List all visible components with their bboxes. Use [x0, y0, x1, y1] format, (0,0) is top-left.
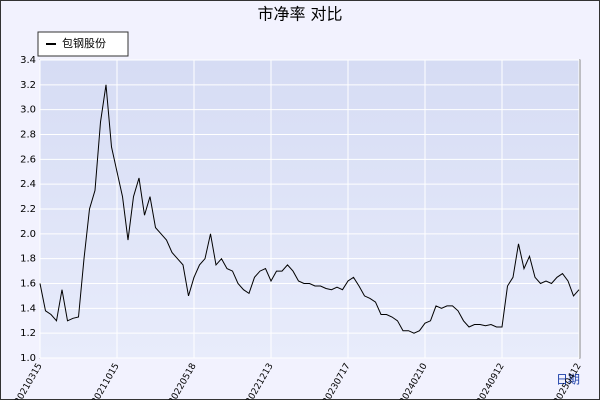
y-tick-label: 1.4 — [20, 303, 36, 314]
y-tick-label: 2.8 — [20, 130, 36, 141]
y-tick-label: 1.8 — [20, 254, 36, 265]
y-tick-label: 1.0 — [20, 353, 36, 364]
data-line — [39, 84, 580, 334]
x-axis-label: 日期 — [556, 373, 580, 387]
y-tick-label: 3.2 — [20, 80, 36, 91]
y-tick-label: 2.6 — [20, 154, 36, 165]
y-tick-label: 1.2 — [20, 328, 36, 339]
y-tick-label: 3.4 — [20, 55, 36, 66]
y-tick-label: 2.4 — [20, 179, 36, 190]
y-tick-label: 2.0 — [20, 229, 36, 240]
legend-label: 包钢股份 — [62, 37, 106, 50]
y-tick-label: 3.0 — [20, 105, 36, 116]
y-tick-label: 1.6 — [20, 279, 36, 290]
y-tick-label: 2.2 — [20, 204, 36, 215]
chart-title: 市净率 对比 — [257, 5, 342, 24]
